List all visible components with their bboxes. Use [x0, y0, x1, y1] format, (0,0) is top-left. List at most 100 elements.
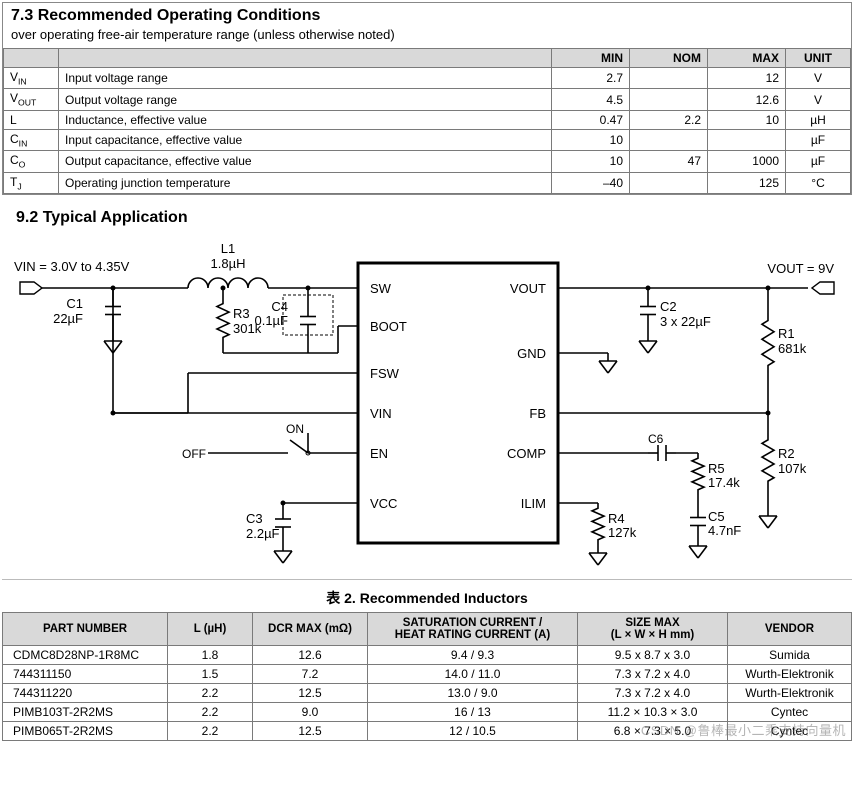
size-cell: 6.8 × 7.3 × 5.0	[578, 721, 728, 740]
col-min: MIN	[552, 49, 630, 68]
svg-text:GND: GND	[517, 346, 546, 361]
l-cell: 1.5	[168, 664, 253, 683]
svg-text:2.2µF: 2.2µF	[246, 526, 280, 541]
sat-cell: 14.0 / 11.0	[368, 664, 578, 683]
svg-text:681k: 681k	[778, 341, 807, 356]
col-dcr: DCR MAX (mΩ)	[253, 612, 368, 645]
table-row: COOutput capacitance, effective value104…	[4, 151, 851, 172]
section-7-3: 7.3 Recommended Operating Conditions ove…	[2, 2, 852, 195]
desc-cell: Output voltage range	[59, 89, 552, 110]
vendor-cell: Wurth-Elektronik	[728, 683, 852, 702]
pn-cell: 744311150	[3, 664, 168, 683]
l-cell: 1.8	[168, 645, 253, 664]
typical-application-schematic: SWBOOTFSWVINENVCCVOUTGNDFBCOMPILIMVIN = …	[8, 233, 846, 573]
col-inductance: L (µH)	[168, 612, 253, 645]
symbol-cell: CO	[4, 151, 59, 172]
svg-text:4.7nF: 4.7nF	[708, 523, 741, 538]
col-nom: NOM	[630, 49, 708, 68]
size-cell: 9.5 x 8.7 x 3.0	[578, 645, 728, 664]
l-cell: 2.2	[168, 683, 253, 702]
sec73-subtitle: over operating free-air temperature rang…	[3, 27, 851, 48]
desc-cell: Inductance, effective value	[59, 110, 552, 129]
min-cell: 4.5	[552, 89, 630, 110]
sat-cell: 9.4 / 9.3	[368, 645, 578, 664]
desc-cell: Input voltage range	[59, 68, 552, 89]
min-cell: –40	[552, 172, 630, 193]
svg-text:FSW: FSW	[370, 366, 400, 381]
max-cell	[708, 129, 786, 150]
svg-text:VOUT: VOUT	[510, 281, 546, 296]
sat-cell: 12 / 10.5	[368, 721, 578, 740]
col-size: SIZE MAX(L × W × H mm)	[578, 612, 728, 645]
svg-text:SW: SW	[370, 281, 392, 296]
svg-text:17.4k: 17.4k	[708, 475, 740, 490]
table-row: CINInput capacitance, effective value10µ…	[4, 129, 851, 150]
size-cell: 7.3 x 7.2 x 4.0	[578, 664, 728, 683]
vendor-cell: Sumida	[728, 645, 852, 664]
nom-cell	[630, 172, 708, 193]
svg-text:C2: C2	[660, 299, 677, 314]
vendor-cell: Cyntec	[728, 721, 852, 740]
svg-text:FB: FB	[529, 406, 546, 421]
pn-cell: PIMB065T-2R2MS	[3, 721, 168, 740]
table-row: CDMC8D28NP-1R8MC1.812.69.4 / 9.39.5 x 8.…	[3, 645, 852, 664]
unit-cell: °C	[786, 172, 851, 193]
svg-text:BOOT: BOOT	[370, 319, 407, 334]
svg-text:22µF: 22µF	[53, 311, 83, 326]
table-header-row: MIN NOM MAX UNIT	[4, 49, 851, 68]
svg-text:R2: R2	[778, 446, 795, 461]
svg-text:R4: R4	[608, 511, 625, 526]
l-cell: 2.2	[168, 721, 253, 740]
table-row: 7443111501.57.214.0 / 11.07.3 x 7.2 x 4.…	[3, 664, 852, 683]
dcr-cell: 12.6	[253, 645, 368, 664]
symbol-cell: TJ	[4, 172, 59, 193]
unit-cell: µF	[786, 129, 851, 150]
table-row: VOUTOutput voltage range4.512.6V	[4, 89, 851, 110]
symbol-cell: CIN	[4, 129, 59, 150]
svg-text:R3: R3	[233, 306, 250, 321]
svg-text:C1: C1	[66, 296, 83, 311]
col-part-number: PART NUMBER	[3, 612, 168, 645]
svg-text:C4: C4	[271, 299, 288, 314]
svg-text:L1: L1	[221, 241, 235, 256]
pn-cell: CDMC8D28NP-1R8MC	[3, 645, 168, 664]
svg-text:EN: EN	[370, 446, 388, 461]
sat-cell: 16 / 13	[368, 702, 578, 721]
svg-text:VOUT = 9V: VOUT = 9V	[767, 261, 834, 276]
svg-text:1.8µH: 1.8µH	[211, 256, 246, 271]
recommended-inductors-table: PART NUMBER L (µH) DCR MAX (mΩ) SATURATI…	[2, 612, 852, 741]
col-saturation: SATURATION CURRENT /HEAT RATING CURRENT …	[368, 612, 578, 645]
svg-text:127k: 127k	[608, 525, 637, 540]
unit-cell: µF	[786, 151, 851, 172]
sec73-title: 7.3 Recommended Operating Conditions	[3, 3, 851, 27]
vendor-cell: Cyntec	[728, 702, 852, 721]
table-header-row: PART NUMBER L (µH) DCR MAX (mΩ) SATURATI…	[3, 612, 852, 645]
svg-text:107k: 107k	[778, 461, 807, 476]
svg-text:VIN = 3.0V to 4.35V: VIN = 3.0V to 4.35V	[14, 259, 130, 274]
section-9-2: 9.2 Typical Application SWBOOTFSWVINENVC…	[0, 203, 854, 573]
svg-text:3 x 22µF: 3 x 22µF	[660, 314, 711, 329]
svg-text:COMP: COMP	[507, 446, 546, 461]
vendor-cell: Wurth-Elektronik	[728, 664, 852, 683]
svg-text:OFF: OFF	[182, 447, 206, 461]
svg-text:ON: ON	[286, 422, 304, 436]
operating-conditions-table: MIN NOM MAX UNIT VINInput voltage range2…	[3, 48, 851, 194]
svg-text:R5: R5	[708, 461, 725, 476]
max-cell: 1000	[708, 151, 786, 172]
max-cell: 125	[708, 172, 786, 193]
svg-text:0.1µF: 0.1µF	[254, 313, 288, 328]
svg-text:C5: C5	[708, 509, 725, 524]
symbol-cell: L	[4, 110, 59, 129]
svg-text:VCC: VCC	[370, 496, 397, 511]
table2-caption: 表 2. Recommended Inductors	[2, 584, 852, 612]
nom-cell: 2.2	[630, 110, 708, 129]
unit-cell: V	[786, 89, 851, 110]
svg-text:C6: C6	[648, 432, 664, 446]
nom-cell	[630, 89, 708, 110]
max-cell: 12.6	[708, 89, 786, 110]
dcr-cell: 9.0	[253, 702, 368, 721]
table-row: TJOperating junction temperature–40125°C	[4, 172, 851, 193]
col-max: MAX	[708, 49, 786, 68]
pn-cell: PIMB103T-2R2MS	[3, 702, 168, 721]
table-row: LInductance, effective value0.472.210µH	[4, 110, 851, 129]
